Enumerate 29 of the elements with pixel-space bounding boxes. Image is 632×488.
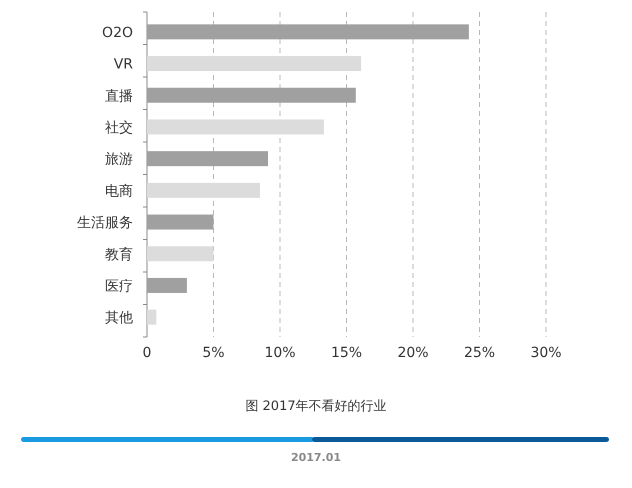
x-tick-label: 10% [264, 345, 296, 361]
x-tick-label: 5% [202, 345, 225, 361]
x-tick-label: 15% [330, 345, 362, 361]
bar [147, 56, 362, 72]
y-tick-label: 社交 [105, 120, 133, 136]
y-tick-label: 教育 [105, 246, 133, 263]
x-tick-label: 20% [397, 345, 429, 361]
x-tick-label: 0 [142, 345, 152, 361]
y-tick-label: O2O [102, 24, 133, 41]
bar [147, 88, 356, 103]
y-tick-label: 医疗 [105, 278, 133, 294]
y-tick-label: 电商 [105, 183, 133, 200]
y-tick-label: 生活服务 [77, 215, 133, 232]
y-tick-label: 旅游 [105, 152, 133, 168]
bar [147, 151, 268, 166]
y-tick-label: VR [114, 56, 134, 73]
bar [147, 214, 214, 230]
x-tick-label: 30% [530, 345, 562, 361]
y-tick-label: 其他 [105, 310, 133, 326]
bar [147, 24, 469, 40]
y-tick-label: 直播 [105, 88, 133, 104]
text: 2017.01 [290, 451, 342, 464]
bar [147, 310, 156, 325]
x-tick-label: 25% [464, 345, 496, 361]
bar [147, 246, 214, 262]
bar [147, 278, 187, 293]
bar [147, 119, 324, 134]
bar [147, 182, 260, 198]
text: 图 2017年不看好的行业 [245, 399, 387, 414]
